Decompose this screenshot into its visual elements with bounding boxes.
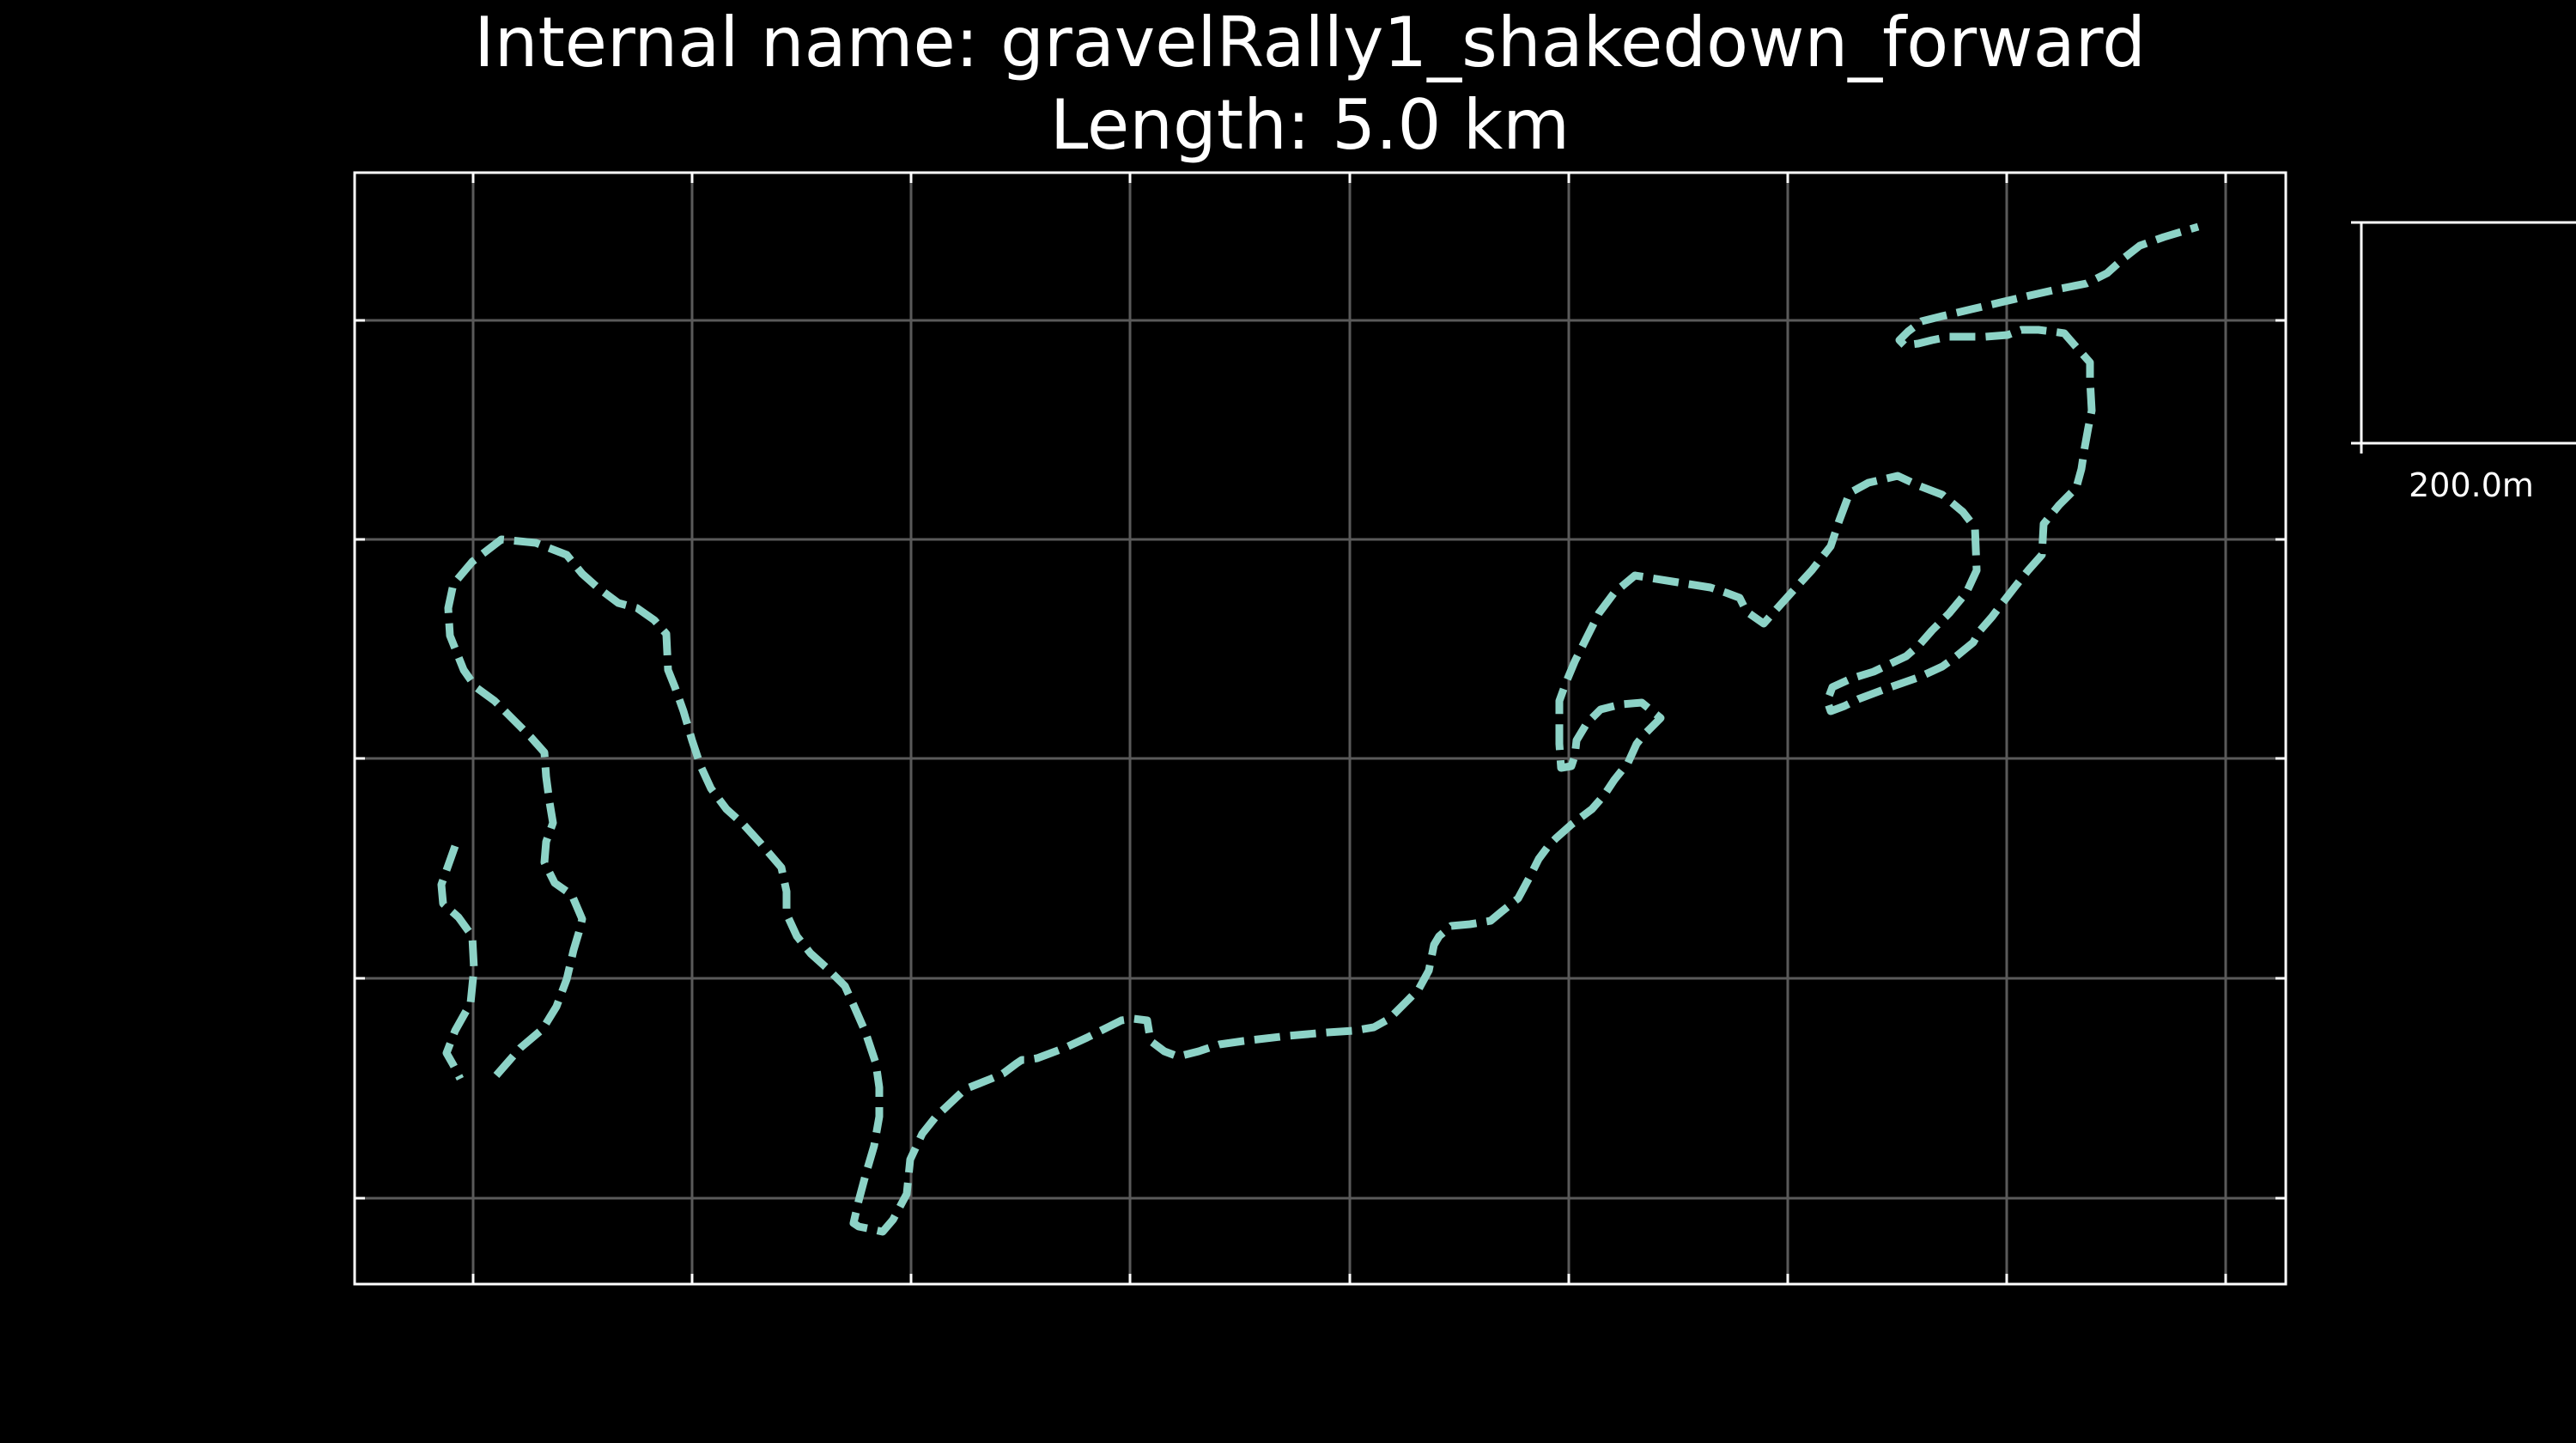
map-frame [353, 171, 2287, 1286]
map-title-internal-name: Internal name: gravelRally1_shakedown_fo… [474, 3, 2146, 82]
map-title-length: Length: 5.0 km [1049, 85, 1571, 165]
map-ticks [355, 173, 2286, 1284]
scale-bar-label: 200.0m [2409, 466, 2534, 504]
map-grid [355, 173, 2286, 1284]
track-path-group [437, 222, 2200, 1236]
scale-bar: 200.0m [2351, 221, 2576, 504]
track-path-start-section [437, 844, 478, 1081]
track-path [444, 222, 2200, 1236]
